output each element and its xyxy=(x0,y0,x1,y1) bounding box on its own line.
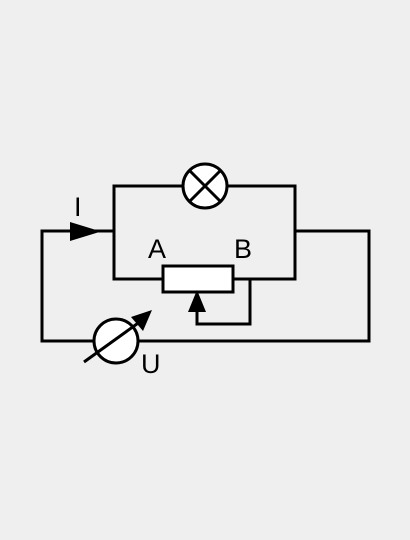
lamp-icon xyxy=(181,162,229,210)
terminal-a-label: A xyxy=(148,234,166,264)
rheostat-body xyxy=(161,264,235,294)
source-arrow-icon xyxy=(131,310,152,331)
adjustable-source-icon xyxy=(83,310,152,365)
wiper-wire xyxy=(195,277,252,326)
voltage-label: U xyxy=(141,349,161,379)
right-outer-wire xyxy=(135,229,371,343)
current-label: I xyxy=(74,192,82,222)
wiper-arrow-icon xyxy=(188,290,206,312)
parallel-branch xyxy=(112,184,297,281)
terminal-b-label: B xyxy=(234,234,252,264)
current-arrow-icon xyxy=(70,222,101,241)
rheostat-icon xyxy=(161,264,252,326)
